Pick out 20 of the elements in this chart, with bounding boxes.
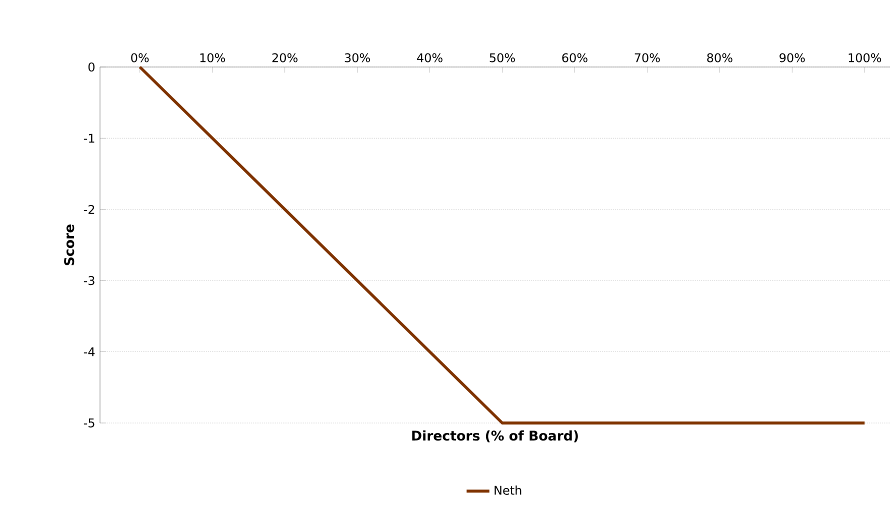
x-tick-label: 40% (417, 53, 442, 62)
x-tick-label: 80% (707, 53, 732, 62)
y-tick-label: 0 (88, 62, 94, 72)
y-axis-title: Score (64, 224, 74, 266)
legend-label: Neth (494, 486, 522, 495)
y-tick-label: -3 (84, 276, 94, 286)
y-tick-label: -5 (84, 418, 94, 428)
x-tick-label: 90% (780, 53, 805, 62)
x-tick-label: 10% (200, 53, 226, 62)
y-tick-label: -4 (84, 347, 95, 356)
x-tick-label: 20% (272, 53, 298, 62)
x-tick-label: 0% (131, 53, 149, 62)
x-axis-title: Directors (% of Board) (412, 430, 578, 442)
x-tick-label: 30% (344, 53, 370, 62)
x-tick-label: 60% (562, 53, 588, 62)
y-tick-label: -2 (84, 204, 94, 214)
x-tick-label: 100% (848, 53, 882, 62)
x-tick-label: 50% (490, 53, 515, 62)
y-tick-label: -1 (84, 134, 94, 143)
x-tick-label: 70% (634, 53, 660, 62)
